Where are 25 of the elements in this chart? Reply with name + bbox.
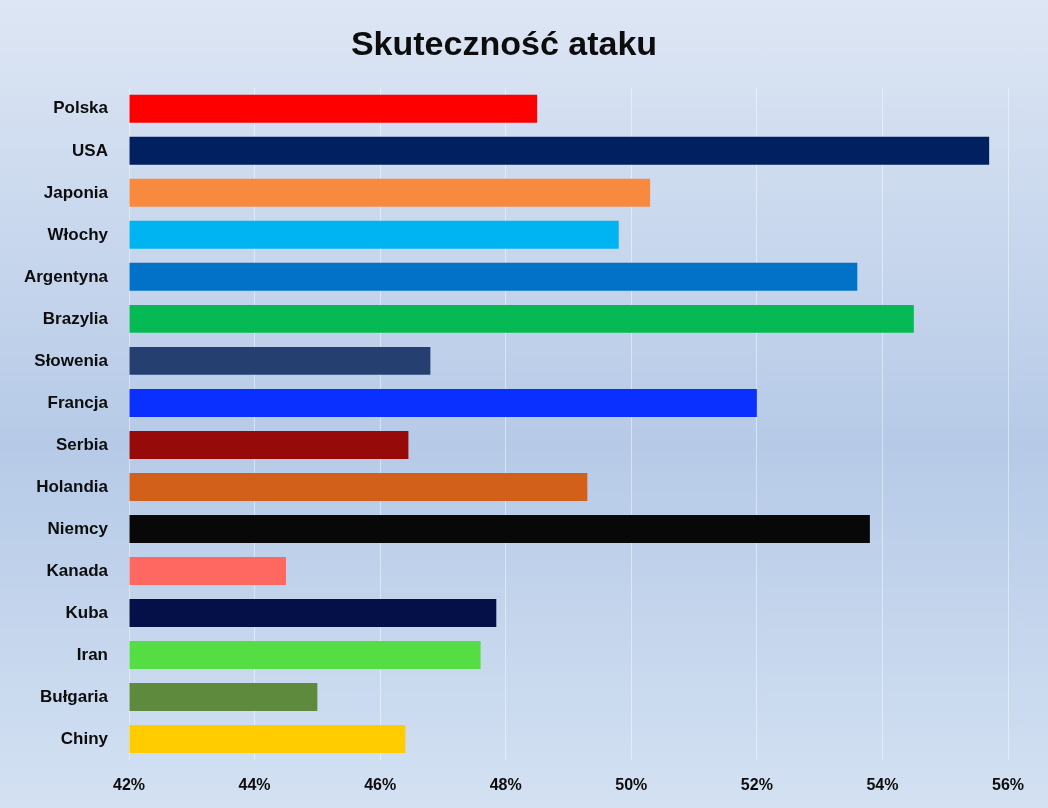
y-tick-label: Chiny [60,728,109,748]
y-tick-label: Polska [53,98,109,118]
y-tick-label: USA [72,140,108,160]
y-tick-label: Bułgaria [39,686,109,706]
chart-title: Skuteczność ataku [350,23,658,62]
x-tick-label: 56% [991,776,1025,794]
y-tick-label: Słowenia [34,350,109,370]
y-tick-label: Kuba [65,602,109,622]
y-tick-label: Niemcy [47,518,109,538]
y-tick-label: Argentyna [23,266,109,286]
y-tick-label: Japonia [43,182,109,202]
x-tick-label: 46% [364,776,397,794]
y-tick-label: Serbia [56,434,109,454]
x-tick-label: 44% [238,776,271,794]
y-tick-label: Iran [76,644,108,664]
x-tick-label: 50% [615,776,648,794]
x-tick-label: 48% [489,776,522,794]
y-tick-label: Włochy [47,224,109,244]
x-tick-label: 42% [112,776,146,794]
x-tick-label: 52% [740,776,773,794]
y-tick-label: Holandia [36,476,109,496]
x-tick-label: 54% [866,776,899,794]
y-tick-label: Francja [47,392,109,412]
y-tick-label: Kanada [46,560,109,580]
y-tick-label: Brazylia [42,308,109,328]
